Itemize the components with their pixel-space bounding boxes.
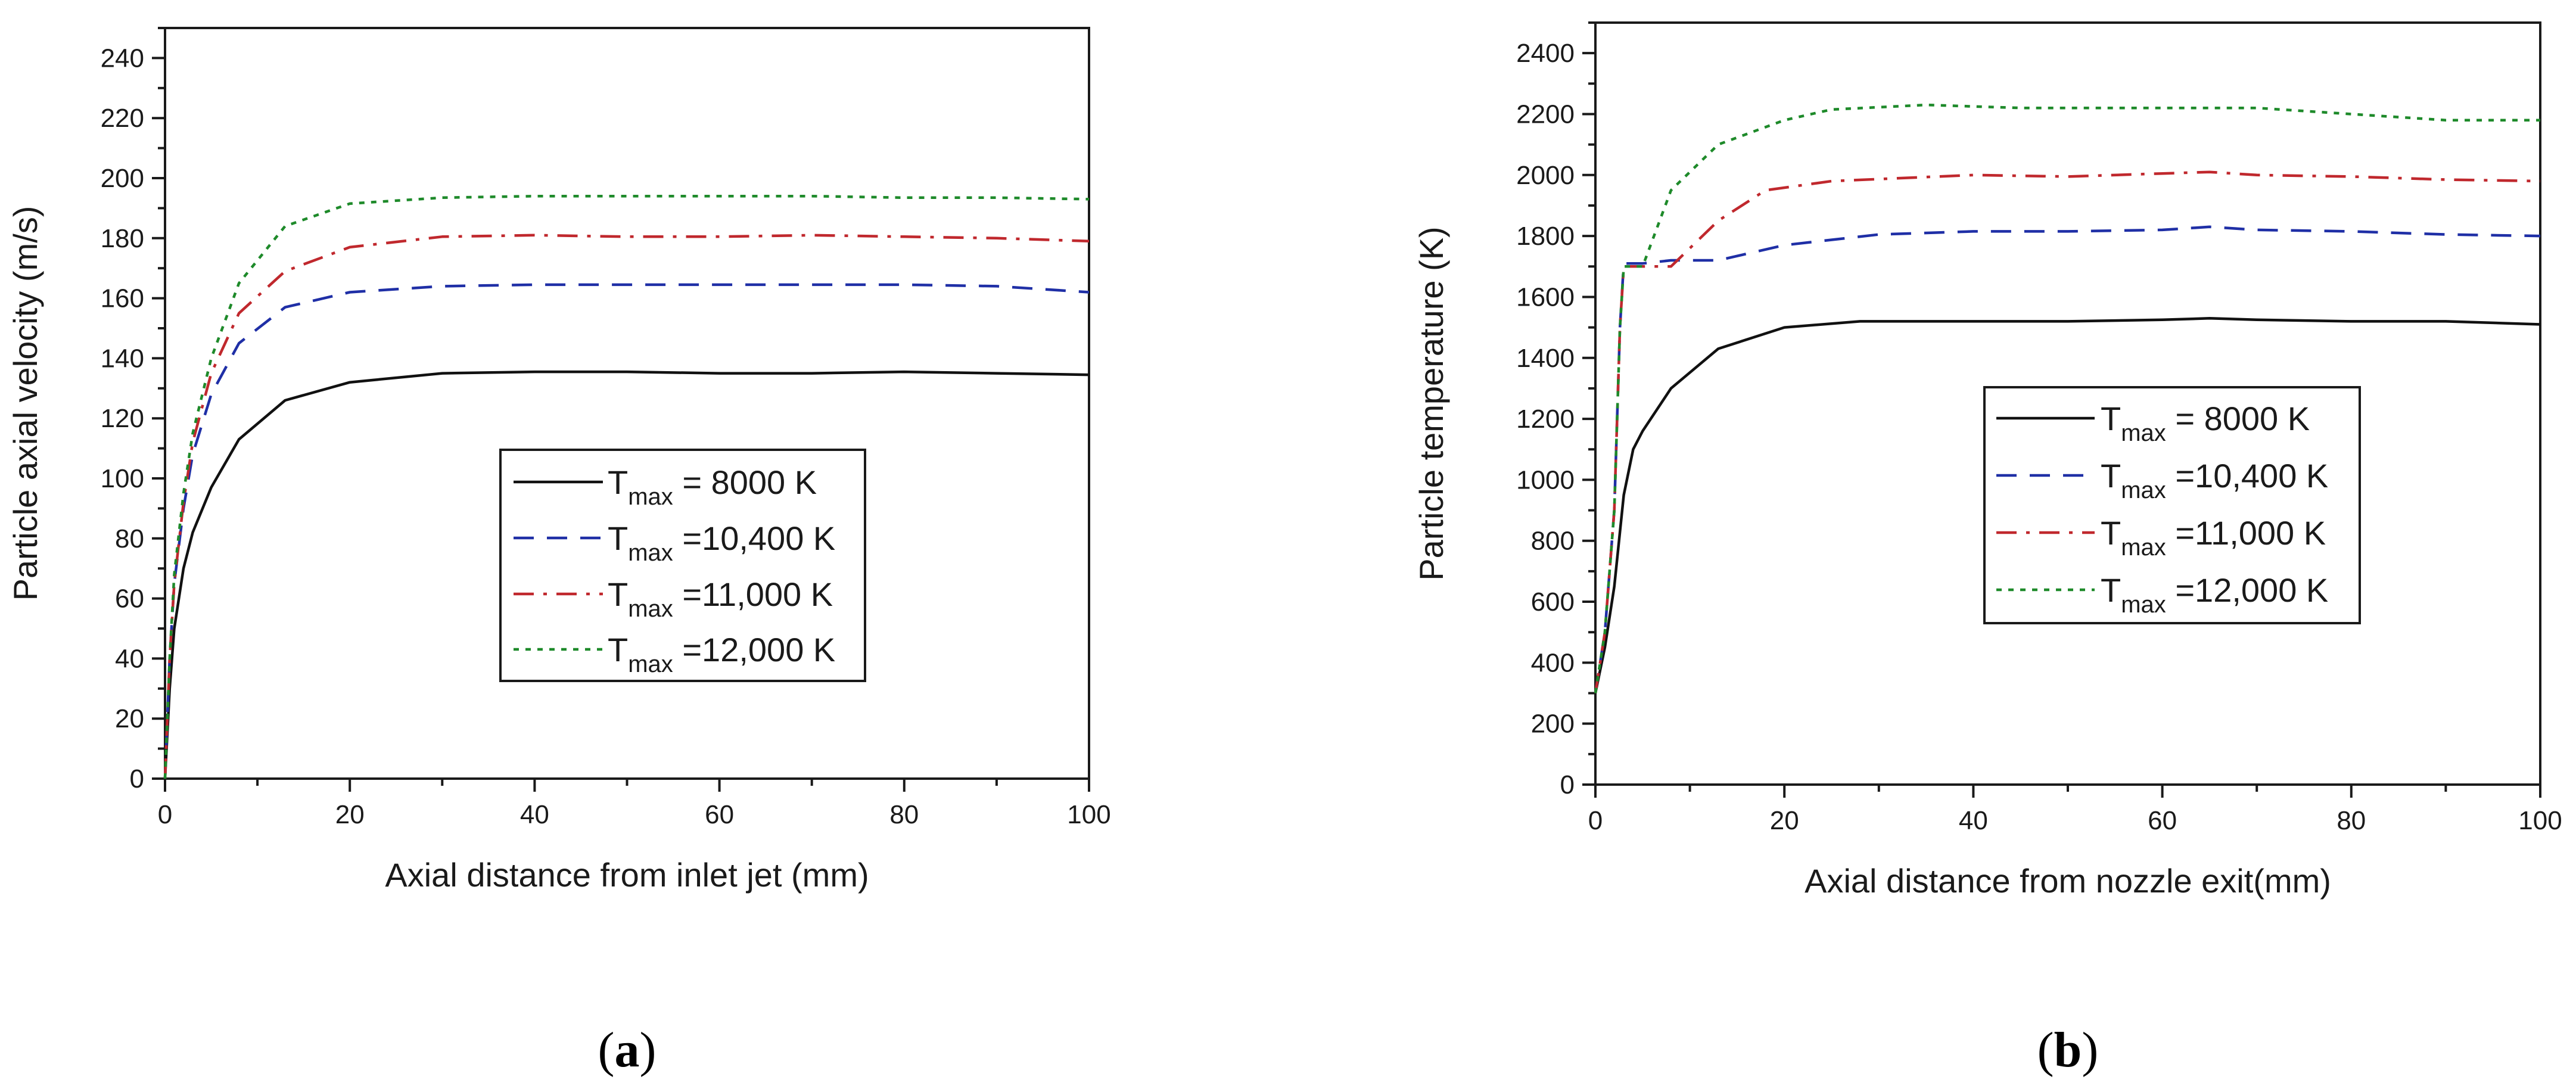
series-line-3 <box>163 234 1090 779</box>
y-tick-label: 1200 <box>1516 405 1575 434</box>
y-tick-label: 140 <box>101 344 144 373</box>
x-tick-label: 40 <box>1959 806 1988 835</box>
x-tick-label: 100 <box>2518 806 2562 835</box>
y-tick-label: 60 <box>115 584 144 614</box>
y-tick-label: 2200 <box>1516 99 1575 129</box>
legend: Tmax = 8000 K Tmax =10,400 K Tmax =11,000 … <box>1983 386 2361 624</box>
legend-label-1: Tmax = 8000 K <box>608 463 817 510</box>
y-tick-label: 180 <box>101 224 144 253</box>
y-tick-label: 20 <box>115 704 144 733</box>
legend-label-3: Tmax =11,000 K <box>608 575 833 622</box>
y-tick-label: 2400 <box>1516 39 1575 68</box>
x-tick-label: 0 <box>1588 806 1603 835</box>
y-axis-title: Particle temperature (K) <box>1413 226 1450 580</box>
y-tick-label: 100 <box>101 464 144 493</box>
x-tick-label: 80 <box>2337 806 2366 835</box>
legend-label-2: Tmax =10,400 K <box>608 519 835 566</box>
y-tick-label: 200 <box>101 164 144 193</box>
series-line-1 <box>1594 317 2541 693</box>
legend-label-4: Tmax =12,000 K <box>608 631 835 677</box>
y-axis-title: Particle axial velocity (m/s) <box>7 206 44 601</box>
x-axis-title: Axial distance from inlet jet (mm) <box>385 856 869 894</box>
legend-label-3: Tmax =11,000 K <box>2101 514 2326 561</box>
x-tick-label: 60 <box>705 800 734 829</box>
y-tick-label: 800 <box>1531 527 1575 556</box>
y-tick-label: 400 <box>1531 648 1575 677</box>
chart-velocity: 0 20 40 60 80 100 0 20 40 60 80 100 120 140 160 180 200 2… <box>7 27 1111 1078</box>
y-tick-label: 220 <box>101 104 144 133</box>
y-tick-label: 2000 <box>1516 161 1575 190</box>
x-axis-title: Axial distance from nozzle exit(mm) <box>1805 862 2331 900</box>
panel-label: (b) <box>2037 1022 2099 1078</box>
series-line-1 <box>163 370 1090 779</box>
x-tick-label: 20 <box>1770 806 1799 835</box>
x-tick-label: 60 <box>2148 806 2177 835</box>
y-tick-label: 240 <box>101 43 144 73</box>
y-tick-label: 160 <box>101 284 144 313</box>
legend-label-1: Tmax = 8000 K <box>2101 400 2310 446</box>
series-line-4 <box>1594 103 2540 693</box>
x-tick-label: 20 <box>335 800 365 829</box>
x-tick-label: 100 <box>1067 800 1110 829</box>
y-tick-label: 0 <box>130 764 144 794</box>
legend-label-4: Tmax =12,000 K <box>2101 571 2328 618</box>
legend-box <box>499 449 866 682</box>
y-tick-label: 1600 <box>1516 282 1575 312</box>
y-tick-label: 600 <box>1531 587 1575 617</box>
y-tick-label: 1800 <box>1516 222 1575 251</box>
legend-box <box>1983 386 2361 624</box>
x-tick-label: 80 <box>889 800 919 829</box>
legend: Tmax = 8000 K Tmax =10,400 K Tmax =11,000 … <box>499 449 866 682</box>
y-tick-label: 1000 <box>1516 465 1575 494</box>
y-tick-label: 120 <box>101 404 144 433</box>
series-line-4 <box>163 194 1090 779</box>
x-tick-label: 40 <box>520 800 549 829</box>
x-tick-label: 0 <box>158 800 172 829</box>
panel-label: (a) <box>598 1022 657 1078</box>
y-tick-label: 80 <box>115 524 144 553</box>
chart-temperature: 0 20 40 60 80 1000200400600800100012001400160… <box>1413 21 2562 1078</box>
y-tick-label: 200 <box>1531 710 1575 739</box>
series-line-3 <box>1594 170 2541 693</box>
y-tick-label: 0 <box>1560 770 1575 799</box>
y-tick-label: 40 <box>115 644 144 673</box>
legend-label-2: Tmax =10,400 K <box>2101 457 2328 503</box>
y-tick-label: 1400 <box>1516 344 1575 373</box>
